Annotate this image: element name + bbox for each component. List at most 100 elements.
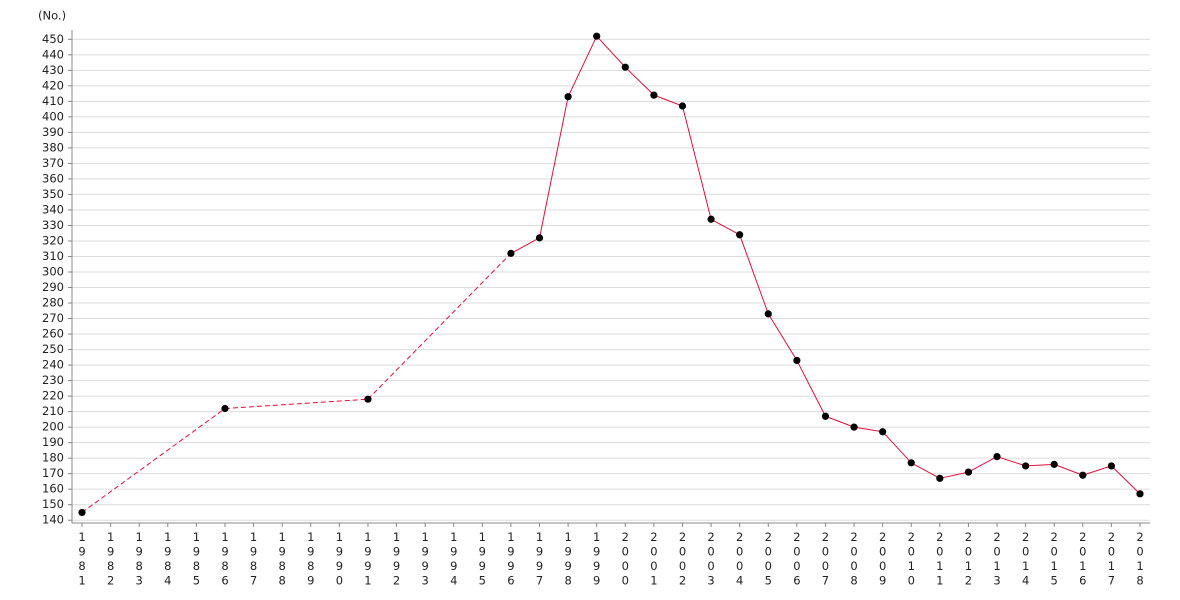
line-segment: [367, 253, 512, 400]
line-segment: [567, 35, 598, 97]
y-tick-label: 310: [42, 249, 64, 263]
y-tick-label: 400: [42, 109, 64, 123]
y-tick-label: 330: [42, 218, 64, 232]
line-segment: [825, 415, 855, 428]
point: [364, 395, 372, 403]
line-segment: [682, 105, 712, 220]
y-tick-label: 350: [42, 187, 64, 201]
point: [793, 356, 801, 365]
point: [993, 453, 1001, 461]
point: [764, 310, 772, 318]
y-tick-label: 180: [42, 451, 64, 465]
y-tick-label: 250: [42, 342, 64, 356]
point: [1136, 490, 1144, 498]
y-tick-label: 240: [42, 358, 64, 372]
point: [535, 234, 544, 242]
point: [1050, 460, 1058, 468]
line-segment: [996, 456, 1026, 467]
y-tick-label: 370: [42, 156, 64, 170]
point: [1079, 471, 1087, 479]
point: [1022, 462, 1030, 470]
point: [907, 459, 915, 467]
line-segment: [710, 218, 740, 236]
point: [221, 404, 229, 413]
line-segment: [624, 66, 655, 96]
point: [821, 412, 830, 420]
y-tick-label: 410: [42, 94, 64, 108]
y-tick-label: 270: [42, 311, 64, 325]
y-tick-label: 150: [42, 497, 64, 511]
y-tick-label: 260: [42, 327, 64, 341]
y-tick-label: 360: [42, 171, 64, 185]
point: [736, 231, 744, 239]
line-segment: [81, 408, 226, 513]
line-segment: [853, 426, 883, 433]
line-segment: [653, 94, 683, 107]
line-segment: [510, 237, 540, 254]
point: [1107, 462, 1115, 470]
point: [707, 215, 715, 223]
y-tick-label: 340: [42, 202, 64, 216]
y-tick-label: 300: [42, 265, 64, 279]
y-tick-label: 160: [42, 482, 64, 496]
y-tick-label: 290: [42, 280, 64, 294]
y-tick-label: 450: [42, 32, 64, 46]
line-segment: [968, 456, 998, 473]
line-segment: [796, 360, 826, 417]
line-segment: [596, 35, 626, 68]
line-segment: [1111, 465, 1141, 495]
line-segment: [1025, 463, 1055, 467]
y-tick-label: 390: [42, 125, 64, 139]
y-tick-label: 210: [42, 404, 64, 418]
y-tick-label: 170: [42, 466, 64, 480]
line-segment: [1082, 465, 1112, 476]
y-tick-label: 230: [42, 373, 64, 387]
point: [621, 63, 629, 71]
line-segment: [767, 313, 798, 361]
point: [879, 428, 887, 436]
point: [936, 474, 944, 482]
line-segment: [1054, 463, 1083, 476]
y-tick-label: 320: [42, 233, 64, 247]
point: [593, 32, 601, 40]
point: [650, 91, 658, 99]
point: [964, 468, 973, 476]
y-tick-label: 140: [42, 513, 64, 527]
point: [507, 249, 515, 257]
point: [78, 508, 86, 517]
line-segment: [939, 471, 969, 479]
y-tick-label: 220: [42, 389, 64, 403]
line-segment: [224, 398, 368, 410]
